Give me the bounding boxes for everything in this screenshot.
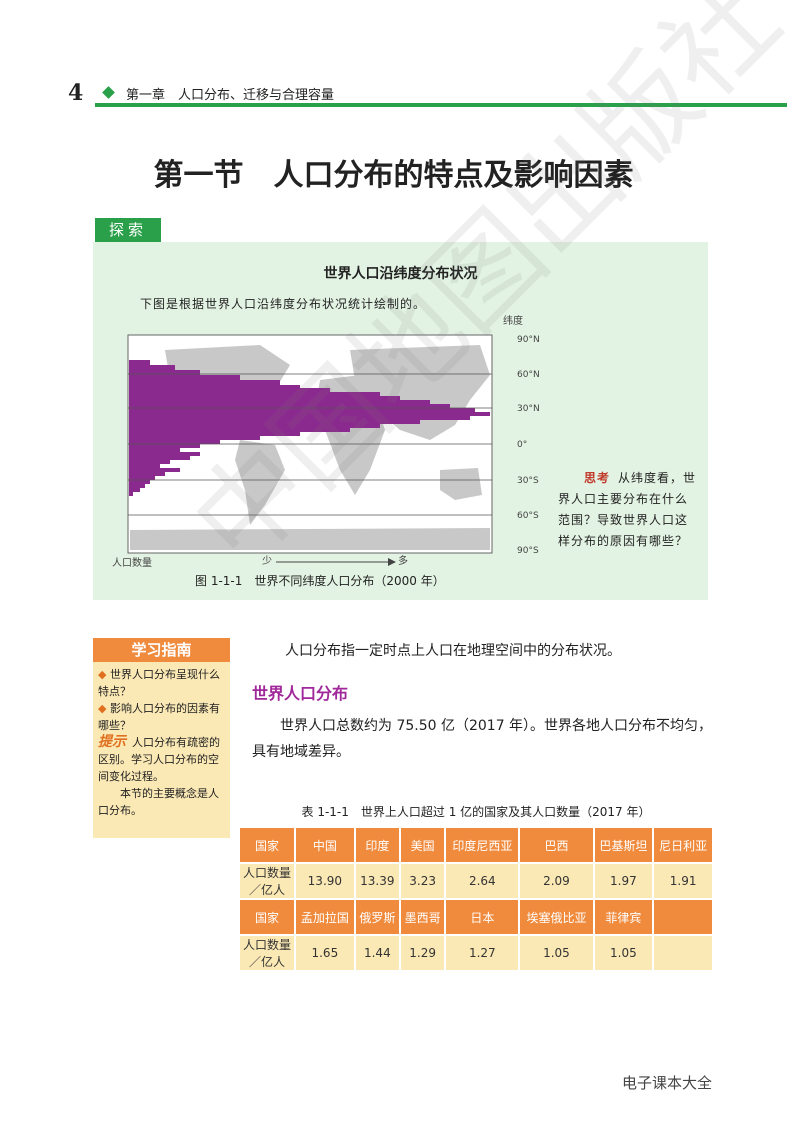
axis-label: 纬度	[503, 314, 523, 327]
row-header: 人口数量／亿人	[240, 864, 294, 898]
page-number: 4	[68, 80, 84, 106]
row-header: 国家	[240, 900, 294, 934]
paragraph: 世界人口总数约为 75.50 亿（2017 年）。世界各地人口分布不均匀，具有地…	[252, 718, 713, 760]
table-cell: 菲律宾	[594, 900, 653, 934]
table-cell: 墨西哥	[400, 900, 445, 934]
think-label: 思考	[584, 471, 611, 485]
explore-title: 世界人口沿纬度分布状况	[323, 266, 478, 282]
latitude-figure: 90°N 60°N 30°N 0° 30°S 60°S 90°S 纬度 人口数量 少 多	[112, 314, 540, 569]
chapter: 第一章 人口分布、迁移与合理容量	[126, 88, 335, 103]
heading: 世界人口分布	[252, 684, 349, 703]
table-cell: 日本	[446, 900, 519, 934]
figure-caption: 图 1-1-1 世界不同纬度人口分布（2000 年）	[195, 574, 445, 588]
footer: 电子课本大全	[622, 1074, 713, 1092]
intro: 人口分布指一定时点上人口在地理空间中的分布状况。	[285, 643, 621, 659]
latitude-label: 30°N	[517, 404, 540, 414]
table-row: 国家 中国 印度 美国 印度尼西亚 巴西 巴基斯坦 尼日利亚	[240, 828, 712, 862]
population-table: 国家 中国 印度 美国 印度尼西亚 巴西 巴基斯坦 尼日利亚 人口数量／亿人 13.90 13.39…	[238, 826, 714, 972]
guide-box	[93, 638, 230, 838]
guide-concept: 本节的主要概念是人口分布。	[98, 787, 219, 817]
tip-text: 人口分布有疏密的区别。学习人口分布的空间变化过程。	[98, 736, 220, 783]
table-cell: 1.91	[654, 864, 712, 898]
table-row: 人口数量／亿人 1.65 1.44 1.29 1.27 1.05 1.05	[240, 936, 712, 970]
table-cell	[654, 900, 712, 934]
table-cell: 中国	[296, 828, 354, 862]
think: 思考 从纬度看，世界人口主要分布在什么范围？导致世界人口这样分布的原因有哪些？	[558, 468, 698, 552]
latitude-lines	[128, 373, 492, 516]
think-text: 从纬度看，世界人口主要分布在什么范围？导致世界人口这样分布的原因有哪些？	[558, 471, 697, 548]
latitude-label: 90°N	[517, 335, 540, 345]
table-row: 人口数量／亿人 13.90 13.39 3.23 2.64 2.09 1.97 1.91	[240, 864, 712, 898]
explore-tag: 探索	[95, 218, 161, 242]
table-cell: 巴基斯坦	[594, 828, 653, 862]
table-cell: 13.90	[296, 864, 354, 898]
table-cell: 2.64	[446, 864, 519, 898]
row-header: 国家	[240, 828, 294, 862]
table-cell: 美国	[400, 828, 445, 862]
latitude-label: 30°S	[517, 476, 539, 486]
table-row: 国家 孟加拉国 俄罗斯 墨西哥 日本 埃塞俄比亚 菲律宾	[240, 900, 712, 934]
table-cell: 印度尼西亚	[446, 828, 519, 862]
table-cell: 1.29	[400, 936, 445, 970]
table-cell: 2.09	[520, 864, 593, 898]
guide-title: 学习指南	[93, 638, 230, 662]
tip-label: 提示	[98, 734, 126, 750]
row-header: 人口数量／亿人	[240, 936, 294, 970]
table-cell: 1.05	[520, 936, 593, 970]
arrow-head	[388, 558, 396, 566]
latitude-label: 60°N	[517, 370, 540, 380]
section-title: 第一节 人口分布的特点及影响因素	[153, 158, 634, 193]
header-rule	[95, 103, 787, 107]
population-histogram	[129, 360, 490, 496]
table-cell: 13.39	[355, 864, 399, 898]
guide-item: ◆ 影响人口分布的因素有哪些？	[98, 702, 220, 732]
table-cell: 印度	[355, 828, 399, 862]
less-label: 少	[262, 555, 272, 567]
explore-description: 下图是根据世界人口沿纬度分布状况统计绘制的。	[140, 297, 427, 311]
table-cell: 1.44	[355, 936, 399, 970]
diamond	[102, 86, 115, 99]
guide-item-text: 影响人口分布的因素有哪些？	[98, 702, 220, 732]
table-cell: 埃塞俄比亚	[520, 900, 593, 934]
table-cell: 孟加拉国	[296, 900, 354, 934]
table-cell: 1.97	[594, 864, 653, 898]
table-cell: 巴西	[520, 828, 593, 862]
guide-item: ◆ 世界人口分布呈现什么特点？	[98, 668, 220, 698]
latitude-label: 90°S	[517, 546, 539, 556]
guide-body: ◆ 世界人口分布呈现什么特点？ ◆ 影响人口分布的因素有哪些？ 提示 人口分布有疏…	[98, 666, 226, 819]
guide-tip: 提示 人口分布有疏密的区别。学习人口分布的空间变化过程。	[98, 734, 226, 785]
guide-item-text: 世界人口分布呈现什么特点？	[98, 668, 220, 698]
latitude-label: 0°	[517, 440, 527, 450]
table-cell: 1.05	[594, 936, 653, 970]
table-cell: 3.23	[400, 864, 445, 898]
more-label: 多	[398, 554, 408, 567]
table-cell: 尼日利亚	[654, 828, 712, 862]
table-caption: 表 1-1-1 世界上人口超过 1 亿的国家及其人口数量（2017 年）	[301, 805, 651, 819]
table-cell	[654, 936, 712, 970]
population-label: 人口数量	[112, 556, 152, 569]
table-cell: 1.65	[296, 936, 354, 970]
table-cell: 俄罗斯	[355, 900, 399, 934]
table-cell: 1.27	[446, 936, 519, 970]
latitude-label: 60°S	[517, 511, 539, 521]
